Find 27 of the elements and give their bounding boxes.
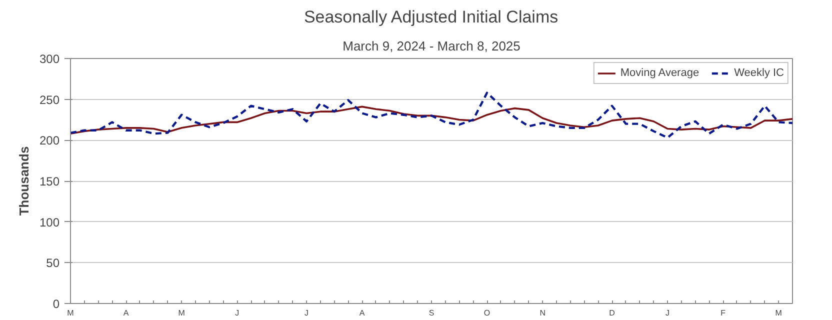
y-tick-label: 250	[39, 92, 60, 107]
y-axis-title: Thousands	[16, 146, 32, 216]
x-tick-label: J	[666, 308, 670, 318]
x-tick-label: M	[178, 308, 186, 318]
y-tick-label: 150	[39, 174, 60, 188]
chart-title: Seasonally Adjusted Initial Claims	[304, 8, 558, 26]
y-tick-label: 300	[39, 52, 60, 66]
y-tick-label: 100	[39, 215, 60, 230]
x-tick-label: J	[235, 308, 240, 318]
x-tick-label: M	[67, 308, 74, 318]
x-tick-label: A	[359, 308, 366, 318]
x-tick-label: M	[775, 308, 782, 318]
x-tick-label: S	[428, 308, 434, 318]
line-series	[70, 106, 792, 135]
y-tick-label: 0	[52, 297, 60, 311]
x-tick-label: F	[720, 308, 726, 318]
x-tick-label: D	[609, 308, 616, 318]
chart-subtitle: March 9, 2024 - March 8, 2025	[342, 38, 520, 54]
y-tick-label: 50	[46, 256, 60, 270]
legend-label: Weekly IC	[734, 66, 784, 80]
x-tick-label: J	[304, 308, 309, 318]
line-series	[70, 92, 792, 139]
x-tick-label: O	[484, 308, 490, 318]
x-tick-label: N	[540, 308, 546, 318]
y-tick-label: 200	[39, 134, 60, 148]
x-tick-label: A	[123, 308, 130, 318]
legend-label: Moving Average	[620, 66, 700, 80]
